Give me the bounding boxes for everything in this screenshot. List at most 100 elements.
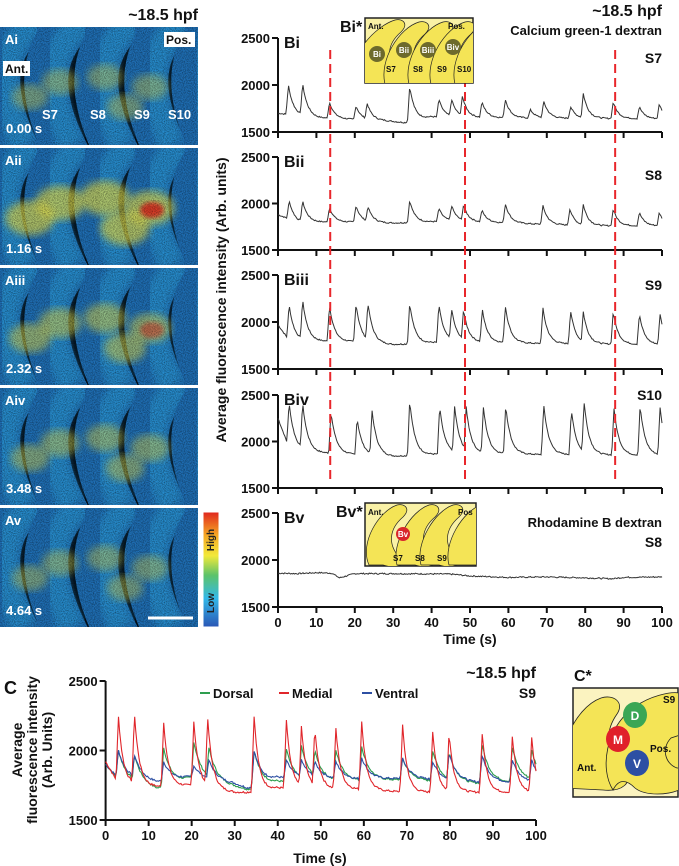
- image-frame: Aii 1.16 s: [0, 148, 198, 265]
- x-tick-label: 50: [314, 828, 328, 843]
- y-tick-label: 2500: [241, 268, 270, 283]
- panel-label: Bv: [284, 510, 305, 527]
- inset-s10: S10: [457, 65, 472, 74]
- panel-b-plots: 1500 2000 2500 Bi S7 1500 2000 2500 Bii S8 1500 20 0…: [241, 31, 673, 630]
- inset-bv-star-label: Bv*: [336, 504, 363, 521]
- frame-time: 1.16 s: [6, 241, 42, 256]
- frame-label: Aiv: [5, 393, 26, 408]
- x-tick-label: 0: [274, 615, 281, 630]
- x-tick-label: 30: [386, 615, 400, 630]
- inset-c-segment: S9: [663, 695, 676, 706]
- inset-ant: Ant.: [368, 22, 384, 31]
- trace-panel-biii: 1500 2000 2500 Biii S9: [241, 268, 663, 377]
- inset-s9: S9: [437, 65, 447, 74]
- x-tick-label: 70: [540, 615, 554, 630]
- y-tick-label: 1500: [241, 243, 270, 258]
- roi-bii: Bii: [399, 46, 409, 55]
- inset-c-star: C* D M V S9 Ant. Pos.: [572, 668, 679, 798]
- frame-time: 2.32 s: [6, 361, 42, 376]
- trace-line: [278, 85, 663, 124]
- y-tick-label: 1500: [241, 481, 270, 496]
- ylabel-line-2: fluorescence intensity: [24, 676, 40, 824]
- panel-b-title: ~18.5 hpf: [592, 3, 662, 20]
- y-tick-label: 2000: [241, 197, 270, 212]
- x-tick-label: 80: [578, 615, 592, 630]
- panel-label: Biv: [284, 392, 309, 409]
- inset-bv-s7: S7: [393, 554, 403, 563]
- segment-label: S8: [645, 534, 662, 550]
- panel-c-plot: 1500 2000 2500 0 10 20 30 40 50 60 70 80 90 100: [69, 674, 547, 843]
- panel-c-xlabel: Time (s): [293, 850, 346, 866]
- image-frame: Aiii 2.32 s: [0, 268, 198, 385]
- trace-line: [277, 200, 663, 227]
- roi-circles: Bi Bii Biii Biv: [369, 39, 461, 62]
- segment-label: S7: [645, 50, 662, 66]
- panel-c-title: ~18.5 hpf: [466, 665, 536, 682]
- panel-c-ylabel: Average fluorescence intensity (Arb. Uni…: [9, 676, 55, 824]
- x-tick-label: 60: [357, 828, 371, 843]
- frame-time: 0.00 s: [6, 121, 42, 136]
- y-tick-label: 2500: [241, 506, 270, 521]
- x-tick-label: 20: [184, 828, 198, 843]
- x-tick-label: 100: [525, 828, 547, 843]
- y-tick-label: 1500: [241, 362, 270, 377]
- image-frame: Aiv 3.48 s: [0, 388, 198, 505]
- image-frame: Av 4.64 s: [0, 508, 198, 627]
- x-tick-label: 90: [486, 828, 500, 843]
- panel-c-label: C: [4, 678, 17, 698]
- somite-shapes: [365, 19, 473, 83]
- y-tick-label: 2000: [241, 435, 270, 450]
- x-tick-label: 20: [348, 615, 362, 630]
- panel-label: Bii: [284, 154, 304, 171]
- trace-panel-bi: 1500 2000 2500 Bi S7: [241, 31, 663, 140]
- frame-label: Av: [5, 513, 22, 528]
- frame-time: 3.48 s: [6, 481, 42, 496]
- inset-bi-star: Bi* Bi Bii Biii Biv Ant. Pos. S7 S8 S9 S…: [340, 17, 474, 84]
- inset-bv-s8: S8: [415, 554, 425, 563]
- panel-b-ylabel: Average fluorescence intensity (Arb. uni…: [213, 158, 229, 443]
- segment-label: S7: [42, 107, 58, 122]
- inset-s7: S7: [386, 65, 396, 74]
- roi-ventral: V: [633, 757, 641, 771]
- trace-medial: [105, 716, 537, 795]
- legend-label: Ventral: [375, 686, 418, 701]
- panel-b-dye: Calcium green-1 dextran: [510, 23, 662, 38]
- y-tick-label: 1500: [241, 125, 270, 140]
- panel-label: Bi: [284, 35, 300, 52]
- trace-line: [277, 571, 663, 580]
- trace-panel-biv: 1500 2000 2500 Biv S10: [241, 387, 663, 496]
- image-frame: Ai 0.00 s Ant. Pos. S7 S8 S9 S10: [0, 27, 198, 145]
- x-tick-label: 100: [651, 615, 673, 630]
- y-tick-label: 2500: [241, 150, 270, 165]
- roi-bv: Bv: [398, 530, 409, 539]
- x-tick-label: 40: [271, 828, 285, 843]
- x-tick-label: 90: [616, 615, 630, 630]
- inset-bi-star-label: Bi*: [340, 19, 363, 36]
- segment-label: S8: [90, 107, 106, 122]
- trace-line: [277, 403, 663, 458]
- x-tick-label: 60: [501, 615, 515, 630]
- roi-dorsal: D: [631, 709, 640, 723]
- inset-bv-s9: S9: [437, 554, 447, 563]
- legend-label: Dorsal: [213, 686, 253, 701]
- inset-c-pos: Pos.: [650, 744, 671, 755]
- posterior-label: Pos.: [166, 33, 191, 47]
- x-tick-label: 0: [102, 828, 109, 843]
- x-tick-label: 30: [227, 828, 241, 843]
- segment-label: S9: [134, 107, 150, 122]
- panel-a-title: ~18.5 hpf: [128, 7, 198, 24]
- x-tick-label: 50: [463, 615, 477, 630]
- roi-medial: M: [613, 733, 623, 747]
- panel-c-segment: S9: [519, 685, 536, 701]
- panel-label: Biii: [284, 272, 309, 289]
- roi-biii: Biii: [422, 46, 434, 55]
- frame-time: 4.64 s: [6, 603, 42, 618]
- ylabel-line-1: Average: [9, 722, 25, 777]
- segment-label: S9: [645, 277, 662, 293]
- x-tick-label: 10: [309, 615, 323, 630]
- y-tick-label: 1500: [241, 600, 270, 615]
- inset-c-star-label: C*: [574, 668, 593, 685]
- frame-label: Aii: [5, 153, 22, 168]
- y-tick-label: 2000: [69, 744, 98, 759]
